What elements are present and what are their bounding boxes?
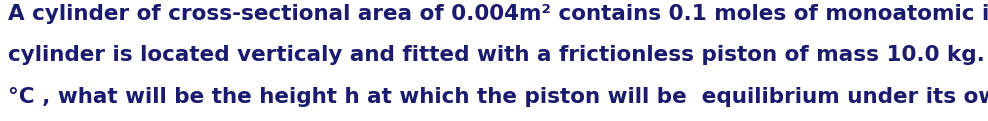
Text: cylinder is located verticaly and fitted with a frictionless piston of mass 10.0: cylinder is located verticaly and fitted… (8, 45, 988, 65)
Text: A cylinder of cross-sectional area of 0.004m² contains 0.1 moles of monoatomic i: A cylinder of cross-sectional area of 0.… (8, 4, 988, 24)
Text: °C , what will be the height h at which the piston will be  equilibrium under it: °C , what will be the height h at which … (8, 87, 988, 107)
